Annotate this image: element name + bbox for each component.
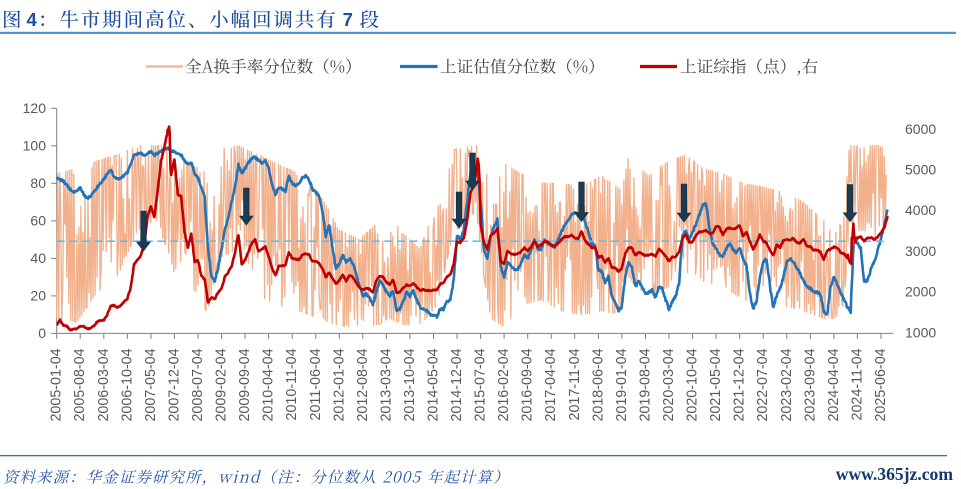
svg-text:2008-07-04: 2008-07-04: [190, 348, 206, 421]
svg-text:2007-05-04: 2007-05-04: [143, 348, 159, 421]
svg-text:2025-06-04: 2025-06-04: [873, 348, 889, 421]
svg-text:60: 60: [30, 213, 46, 229]
svg-text:2016-09-04: 2016-09-04: [520, 348, 536, 421]
svg-text:2012-01-04: 2012-01-04: [331, 348, 347, 421]
svg-text:2000: 2000: [905, 284, 936, 300]
svg-text:2005-01-04: 2005-01-04: [49, 348, 65, 421]
svg-text:2023-09-04: 2023-09-04: [802, 348, 818, 421]
svg-text:www.365jz.com: www.365jz.com: [836, 464, 954, 484]
svg-text:4000: 4000: [905, 202, 936, 218]
svg-text:2021-12-04: 2021-12-04: [732, 348, 748, 421]
svg-text:2024-11-04: 2024-11-04: [849, 348, 865, 420]
svg-text:2017-11-04: 2017-11-04: [567, 348, 583, 420]
svg-text:2024-04-04: 2024-04-04: [826, 348, 842, 421]
svg-text:7: 7: [343, 9, 353, 30]
svg-text:2019-08-04: 2019-08-04: [638, 348, 654, 421]
svg-text:2023-02-04: 2023-02-04: [779, 348, 795, 421]
svg-text:2019-01-04: 2019-01-04: [614, 348, 630, 421]
svg-text:6000: 6000: [905, 121, 936, 137]
svg-text:2017-04-04: 2017-04-04: [543, 348, 559, 421]
svg-text:2012-08-04: 2012-08-04: [355, 348, 371, 421]
svg-text:120: 120: [23, 100, 47, 116]
svg-text:2020-10-04: 2020-10-04: [685, 348, 701, 421]
svg-text:4: 4: [27, 9, 38, 30]
svg-text:3000: 3000: [905, 243, 936, 259]
svg-text:2016-02-04: 2016-02-04: [496, 348, 512, 421]
svg-text:2020-03-04: 2020-03-04: [661, 348, 677, 421]
svg-text:80: 80: [30, 175, 46, 191]
svg-text:5000: 5000: [905, 162, 936, 178]
svg-text:2014-12-04: 2014-12-04: [449, 348, 465, 421]
svg-text:2006-10-04: 2006-10-04: [119, 348, 135, 421]
svg-text:2010-11-04: 2010-11-04: [284, 348, 300, 420]
svg-text:2005-08-04: 2005-08-04: [72, 348, 88, 421]
svg-text:2009-02-04: 2009-02-04: [214, 348, 230, 421]
svg-text:20: 20: [30, 288, 46, 304]
svg-text:2009-09-04: 2009-09-04: [237, 348, 253, 421]
svg-text:40: 40: [30, 250, 46, 266]
svg-text:2010-04-04: 2010-04-04: [261, 348, 277, 421]
svg-text:2006-03-04: 2006-03-04: [96, 348, 112, 421]
svg-text:1000: 1000: [905, 324, 936, 340]
svg-text:2021-05-04: 2021-05-04: [708, 348, 724, 421]
svg-text:2018-06-04: 2018-06-04: [590, 348, 606, 421]
svg-text:2015-07-04: 2015-07-04: [473, 348, 489, 421]
svg-text:100: 100: [23, 138, 47, 154]
svg-text:2014-05-04: 2014-05-04: [426, 348, 442, 421]
svg-text:2022-07-04: 2022-07-04: [755, 348, 771, 421]
svg-text:2011-06-04: 2011-06-04: [308, 348, 324, 420]
svg-text:2013-03-04: 2013-03-04: [378, 348, 394, 421]
svg-text:0: 0: [38, 325, 46, 341]
svg-text:2013-10-04: 2013-10-04: [402, 348, 418, 421]
svg-text:2007-12-04: 2007-12-04: [166, 348, 182, 421]
